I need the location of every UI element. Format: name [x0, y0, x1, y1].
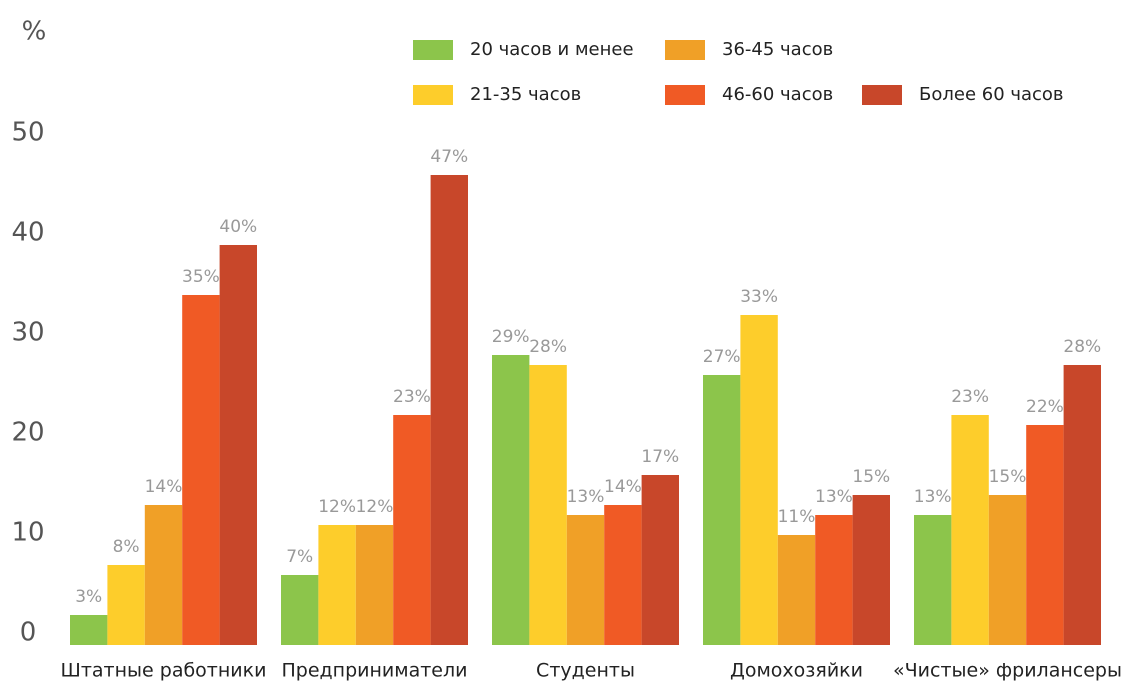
- bar: [1063, 365, 1101, 645]
- legend-swatch: [665, 85, 705, 105]
- legend-label: 21-35 часов: [470, 84, 581, 105]
- data-label: 27%: [703, 347, 741, 367]
- data-label: 23%: [951, 387, 989, 407]
- legend-label: 46-60 часов: [722, 84, 833, 105]
- bar: [815, 515, 853, 645]
- bar: [777, 535, 816, 645]
- bar: [430, 175, 468, 645]
- bar: [318, 525, 356, 645]
- legend-label: 20 часов и менее: [470, 39, 634, 60]
- bar: [641, 475, 679, 645]
- data-label: 3%: [75, 587, 102, 607]
- bar: [988, 495, 1027, 645]
- data-label: 47%: [430, 147, 468, 167]
- data-label: 28%: [1063, 337, 1101, 357]
- x-tick-label: Предприниматели: [281, 660, 467, 682]
- data-label: 14%: [604, 477, 642, 497]
- legend-swatch: [665, 40, 705, 60]
- bar: [70, 615, 108, 645]
- data-label: 8%: [113, 537, 140, 557]
- legend-label: 36-45 часов: [722, 39, 833, 60]
- data-label: 17%: [641, 447, 679, 467]
- data-label: 40%: [219, 217, 257, 237]
- y-tick-label: 30: [11, 318, 44, 348]
- bar: [852, 495, 890, 645]
- data-label: 12%: [356, 497, 394, 517]
- y-tick-label: 50: [11, 118, 44, 148]
- data-label: 13%: [914, 487, 952, 507]
- bar: [951, 415, 989, 645]
- y-tick-label: 40: [11, 218, 44, 248]
- data-label: 14%: [145, 477, 183, 497]
- x-tick-label: Штатные работники: [61, 660, 267, 682]
- data-label: 35%: [182, 267, 220, 287]
- bar: [914, 515, 952, 645]
- bar: [355, 525, 394, 645]
- legend-swatch: [413, 40, 453, 60]
- data-label: 29%: [492, 327, 530, 347]
- data-label: 13%: [815, 487, 853, 507]
- legend-label: Более 60 часов: [919, 84, 1064, 105]
- data-label: 11%: [778, 507, 816, 527]
- bar: [107, 565, 145, 645]
- data-label: 15%: [989, 467, 1027, 487]
- data-label: 12%: [318, 497, 356, 517]
- data-label: 28%: [529, 337, 567, 357]
- y-tick-label: 20: [11, 418, 44, 448]
- data-label: 33%: [740, 287, 778, 307]
- bar: [566, 515, 605, 645]
- x-tick-label: «Чистые» фрилансеры: [893, 660, 1122, 682]
- legend-swatch: [413, 85, 453, 105]
- bar: [281, 575, 319, 645]
- data-label: 22%: [1026, 397, 1064, 417]
- bar: [529, 365, 567, 645]
- data-label: 15%: [852, 467, 890, 487]
- bar: [393, 415, 431, 645]
- bar: [604, 505, 642, 645]
- data-label: 7%: [286, 547, 313, 567]
- data-label: 23%: [393, 387, 431, 407]
- x-tick-label: Студенты: [536, 660, 635, 682]
- data-label: 13%: [567, 487, 605, 507]
- bar: [492, 355, 530, 645]
- y-axis-label: %: [22, 17, 47, 47]
- y-tick-label: 10: [11, 518, 44, 548]
- bar: [1026, 425, 1064, 645]
- x-tick-label: Домохозяйки: [730, 660, 863, 682]
- bar: [182, 295, 220, 645]
- y-tick-label: 0: [20, 618, 37, 648]
- bar: [703, 375, 741, 645]
- bar: [144, 505, 183, 645]
- bar: [219, 245, 257, 645]
- bar: [740, 315, 778, 645]
- legend-swatch: [862, 85, 902, 105]
